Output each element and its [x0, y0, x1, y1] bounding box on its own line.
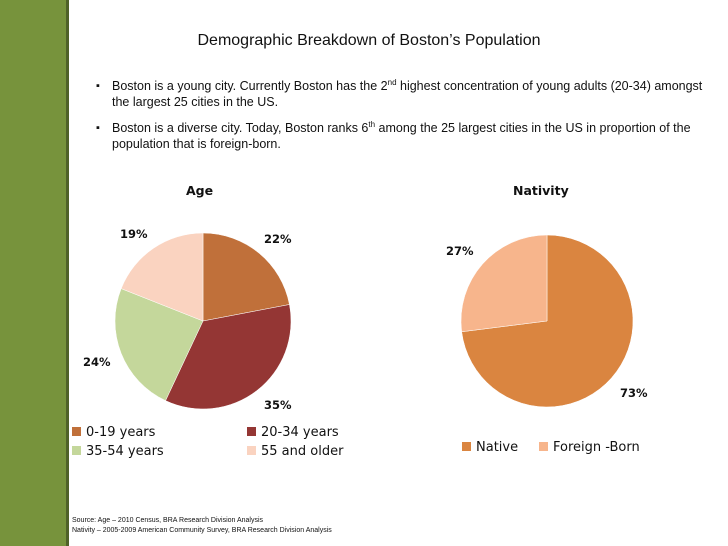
age-label-20-34: 35% — [264, 398, 292, 412]
legend-native: Native — [462, 440, 518, 455]
legend-age-20-34: 20-34 years — [247, 425, 339, 440]
legend-label: 20-34 years — [261, 425, 339, 440]
age-chart-title: Age — [186, 183, 214, 198]
legend-age-35-54: 35-54 years — [72, 444, 164, 459]
slice-0-19 — [202, 232, 290, 322]
legend-age-0-19: 0-19 years — [72, 425, 155, 440]
legend-label: Foreign -Born — [553, 440, 640, 455]
bullet-icon: ▪ — [96, 122, 100, 134]
bullet-young-city: ▪ Boston is a young city. Currently Bost… — [96, 78, 716, 110]
legend-label: 35-54 years — [86, 444, 164, 459]
legend-swatch — [247, 446, 256, 455]
bullet-text: Boston is a diverse city. Today, Boston … — [112, 121, 369, 135]
nativity-chart-title: Nativity — [513, 183, 569, 198]
bullet-superscript: th — [368, 119, 376, 129]
slide-sidebar-edge — [66, 0, 69, 546]
slice-55-up — [120, 232, 204, 322]
nativity-label-native: 73% — [620, 386, 648, 400]
bullet-icon: ▪ — [96, 80, 100, 92]
legend-swatch — [462, 442, 471, 451]
slice-foreign-born — [460, 234, 548, 333]
bullet-text: among the 25 largest cities in the US in… — [112, 121, 691, 151]
slice-20-34 — [165, 304, 292, 410]
legend-label: 55 and older — [261, 444, 344, 459]
slide-sidebar — [0, 0, 66, 546]
bullet-text: Boston is a young city. Currently Boston… — [112, 79, 388, 93]
age-label-35-54: 24% — [83, 355, 111, 369]
legend-foreign-born: Foreign -Born — [539, 440, 640, 455]
legend-swatch — [539, 442, 548, 451]
slice-native — [461, 234, 634, 408]
source-note: Source: Age – 2010 Census, BRA Research … — [72, 516, 332, 536]
legend-label: 0-19 years — [86, 425, 156, 440]
age-label-0-19: 22% — [264, 232, 292, 246]
legend-label: Native — [476, 440, 519, 455]
source-line: Source: Age – 2010 Census, BRA Research … — [72, 517, 264, 524]
bullet-list: ▪ Boston is a young city. Currently Bost… — [96, 78, 716, 162]
legend-age-55-up: 55 and older — [247, 444, 343, 459]
legend-swatch — [72, 446, 81, 455]
bullet-text: highest concentration of young adults (2… — [112, 79, 703, 109]
source-line: Nativity – 2005-2009 American Community … — [72, 527, 332, 534]
legend-swatch — [247, 427, 256, 436]
nativity-label-foreign: 27% — [446, 244, 474, 258]
legend-swatch — [72, 427, 81, 436]
bullet-superscript: nd — [387, 77, 397, 87]
age-label-55-up: 19% — [120, 227, 148, 241]
slide-title: Demographic Breakdown of Boston’s Popula… — [197, 32, 541, 49]
bullet-diverse-city: ▪ Boston is a diverse city. Today, Bosto… — [96, 120, 716, 152]
slice-35-54 — [114, 288, 204, 401]
